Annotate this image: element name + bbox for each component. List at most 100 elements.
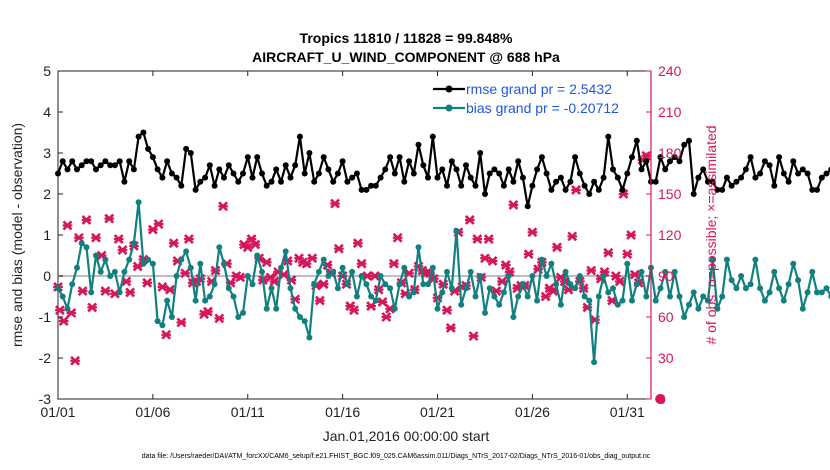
rmse-point: [595, 186, 602, 193]
bias-point: [102, 256, 109, 263]
rmse-point: [259, 170, 265, 177]
rmse-point: [719, 186, 726, 193]
rmse-point: [296, 133, 303, 140]
bias-point: [391, 305, 398, 312]
rmse-point: [557, 174, 564, 181]
bias-point: [686, 301, 692, 308]
obs-assimilated-marker: [629, 269, 640, 280]
obs-assimilated-marker: [168, 238, 179, 249]
bias-point: [557, 301, 564, 308]
bias-point: [202, 297, 209, 304]
bias-series: [55, 199, 830, 366]
y-right-tick-label: 180: [658, 145, 682, 161]
obs-possible-marker: [655, 394, 666, 404]
obs-assimilated-marker: [552, 242, 562, 253]
bias-point: [93, 252, 99, 259]
obs-assimilated-marker: [381, 312, 392, 322]
obs-assimilated-marker: [468, 331, 479, 342]
obs-assimilated-marker: [142, 277, 153, 288]
bias-point: [353, 293, 360, 300]
obs-assimilated-marker: [62, 220, 73, 231]
bias-point: [548, 260, 555, 267]
bias-point: [586, 297, 593, 304]
rmse-point: [543, 170, 550, 177]
y-tick-label: 1: [43, 227, 51, 243]
rmse-point: [500, 182, 507, 189]
rmse-point: [780, 170, 787, 177]
rmse-point: [795, 170, 802, 177]
bias-point: [448, 285, 455, 292]
bias-point: [358, 273, 365, 279]
legend-box: [429, 79, 641, 123]
rmse-point: [102, 158, 109, 165]
rmse-point: [159, 174, 166, 181]
bias-point: [78, 240, 85, 247]
bias-point: [809, 268, 816, 275]
bias-point: [524, 293, 531, 300]
bias-point: [676, 293, 683, 300]
bias-point: [444, 268, 450, 275]
y-tick-label: -3: [39, 391, 52, 407]
bias-point: [629, 297, 635, 304]
bias-point: [529, 273, 536, 279]
rmse-point: [320, 154, 327, 161]
rmse-point: [311, 178, 318, 185]
rmse-point: [567, 178, 574, 185]
rmse-point: [515, 158, 522, 165]
rmse-point: [415, 141, 422, 148]
rmse-point: [629, 154, 635, 161]
rmse-point: [761, 158, 768, 165]
rmse-point: [728, 182, 735, 189]
rmse-point: [83, 158, 90, 165]
bias-point: [320, 256, 327, 263]
bias-point: [463, 285, 469, 292]
legend-bias-label: bias grand pr = -0.20712: [466, 100, 619, 116]
bias-point: [766, 289, 773, 296]
bias-point: [738, 273, 745, 279]
rmse-point: [59, 158, 66, 165]
rmse-point: [458, 182, 465, 189]
rmse-point: [363, 186, 370, 193]
rmse-point: [401, 178, 408, 185]
obs-assimilated-marker: [472, 234, 483, 245]
rmse-point: [187, 150, 194, 156]
bias-point: [382, 281, 389, 288]
rmse-point: [519, 174, 526, 181]
bias-point: [543, 273, 550, 279]
rmse-point: [467, 174, 474, 181]
rmse-point: [211, 182, 218, 189]
x-tick-label: 01/06: [135, 404, 170, 420]
bias-point: [491, 293, 498, 300]
bias-point: [344, 281, 351, 288]
bias-point: [282, 248, 289, 255]
rmse-point: [524, 203, 531, 210]
bias-point: [368, 293, 375, 300]
bias-point: [111, 268, 118, 275]
bias-point: [605, 289, 612, 296]
bias-point: [814, 289, 820, 296]
bias-point: [83, 244, 90, 251]
data-file-footnote: data file: /Users/raeder/DAI/ATM_forcXX/…: [142, 453, 651, 460]
rmse-point: [671, 154, 678, 161]
bias-point: [482, 309, 488, 316]
bias-point: [149, 260, 156, 267]
obs-assimilated-marker: [356, 258, 367, 269]
obs-assimilated-marker: [508, 200, 519, 210]
rmse-point: [709, 178, 716, 185]
bias-point: [244, 273, 251, 279]
y-tick-label: 0: [43, 268, 51, 284]
rmse-point: [534, 166, 541, 173]
rmse-point: [429, 133, 436, 140]
rmse-point: [315, 170, 322, 177]
rmse-point: [700, 166, 707, 173]
rmse-point: [652, 178, 659, 185]
rmse-point: [391, 170, 398, 177]
obs-assimilated-marker: [58, 316, 69, 327]
rmse-point: [444, 182, 450, 189]
rmse-point: [562, 186, 569, 193]
bias-point: [263, 305, 270, 312]
rmse-point: [254, 154, 261, 161]
obs-assimilated-marker: [527, 227, 538, 238]
bias-point: [64, 305, 71, 312]
y-tick-label: -1: [39, 309, 52, 325]
